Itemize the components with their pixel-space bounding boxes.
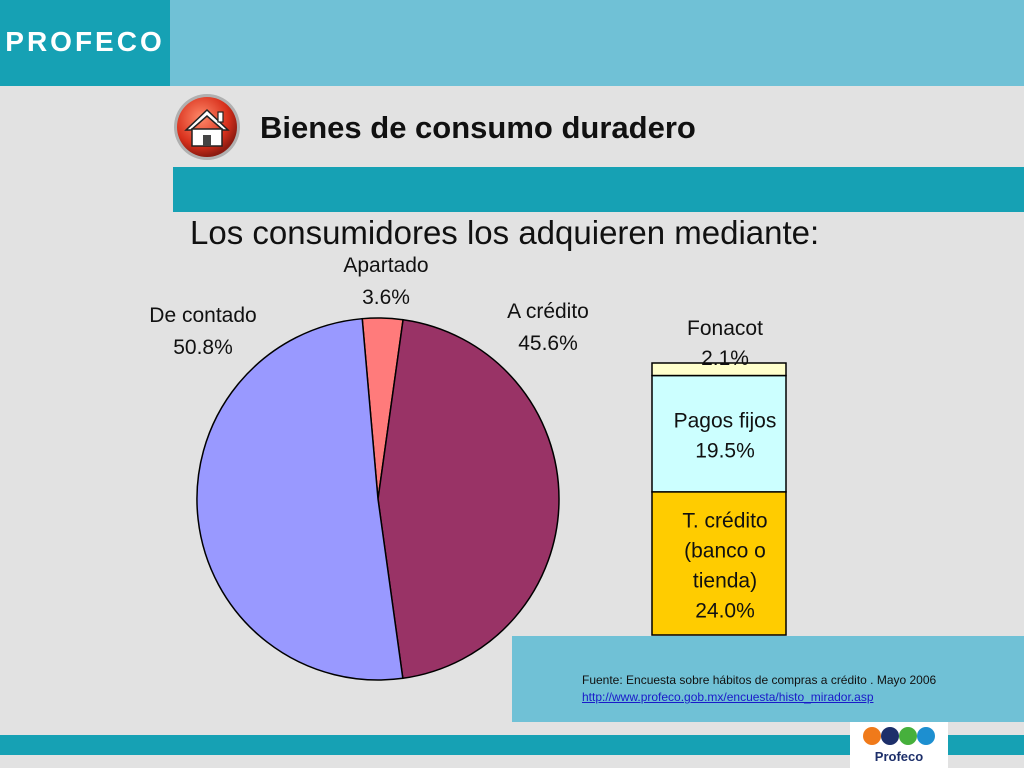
- footer-logo-text: Profeco: [874, 749, 924, 764]
- chart-subtitle: Los consumidores los adquieren mediante:: [190, 214, 820, 251]
- source-panel: Fuente: Encuesta sobre hábitos de compra…: [512, 636, 1024, 722]
- pie-chart: Apartado 3.6% A crédito 45.6% De contado 50.8…: [149, 254, 589, 681]
- bar-label-pagos-fijos-0: Pagos fijos: [674, 410, 777, 433]
- bar-label-t-credito-banco-o-tienda-2: tienda): [693, 569, 757, 592]
- pie-label-apartado: Apartado: [343, 254, 428, 277]
- header-band: [0, 0, 1024, 86]
- bar-value-t-credito-banco-o-tienda: 24.0%: [695, 599, 755, 622]
- bar-segment-pagos-fijos: [651, 374, 787, 493]
- bar-label-t-credito-banco-o-tienda-0: T. crédito: [682, 509, 767, 532]
- footer-logo: Profeco: [850, 722, 948, 768]
- pie-value-apartado: 3.6%: [362, 286, 410, 309]
- pie-slice-a-credito: [377, 318, 560, 680]
- source-text: Fuente: Encuesta sobre hábitos de compra…: [582, 673, 937, 687]
- pie-slice-de-contado: [196, 317, 404, 681]
- bar-label-fonacot-0: Fonacot: [687, 317, 763, 340]
- footer-logo-figures-icon: [863, 727, 935, 745]
- home-icon[interactable]: [170, 92, 244, 162]
- bar-segment-t-credito-banco-o-tienda: [651, 491, 787, 636]
- pie-value-a-credito: 45.6%: [518, 332, 578, 355]
- profeco-logo: PROFECO: [0, 0, 170, 86]
- pie-label-de-contado: De contado: [149, 304, 256, 327]
- bar-segment-fonacot: [651, 362, 787, 377]
- source-link[interactable]: http://www.profeco.gob.mx/encuesta/histo…: [582, 690, 874, 704]
- bar-value-pagos-fijos: 19.5%: [695, 440, 755, 463]
- bar-label-t-credito-banco-o-tienda-1: (banco o: [684, 539, 766, 562]
- footer-band: [0, 735, 1024, 755]
- title-accent-bar: [173, 167, 1024, 212]
- pie-value-de-contado: 50.8%: [173, 336, 233, 359]
- logo-text: PROFECO: [5, 26, 165, 57]
- source-note: Fuente: Encuesta sobre hábitos de compra…: [582, 672, 936, 706]
- pie-label-a-credito: A crédito: [507, 300, 589, 323]
- bar-value-fonacot: 2.1%: [701, 347, 749, 370]
- stacked-bar-chart: T. crédito (banco o tienda) 24.0% Pagos fijo…: [651, 317, 787, 636]
- page-title: Bienes de consumo duradero: [260, 110, 696, 145]
